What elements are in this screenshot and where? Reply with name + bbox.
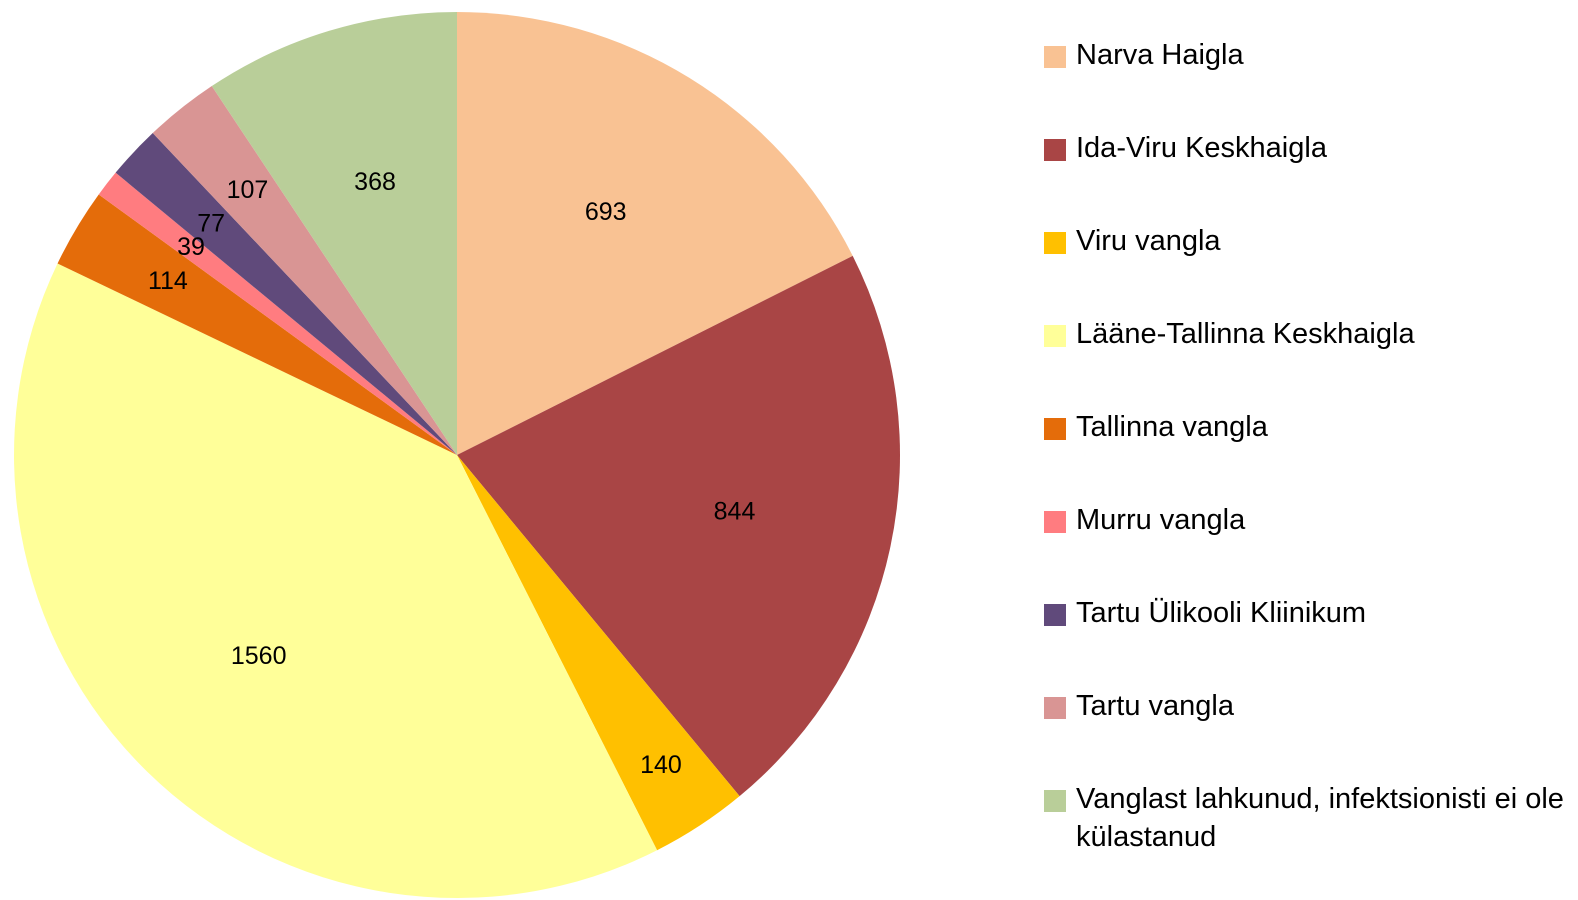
legend-item: Ida-Viru Keskhaigla	[1044, 129, 1564, 222]
legend-swatch	[1044, 46, 1066, 68]
legend-item: Narva Haigla	[1044, 36, 1564, 129]
pie-slice	[457, 455, 740, 851]
data-label: 114	[148, 267, 188, 295]
pie-slice	[98, 172, 457, 455]
legend-swatch	[1044, 325, 1066, 347]
pie-slice	[115, 133, 457, 455]
legend-item: Vanglast lahkunud, infektsionisti ei ole…	[1044, 780, 1564, 873]
pie-slice	[57, 194, 458, 455]
data-label: 107	[227, 176, 269, 204]
data-label: 693	[585, 198, 627, 226]
legend-label: Ida-Viru Keskhaigla	[1076, 132, 1327, 164]
legend-label: Tartu Ülikooli Kliinikum	[1076, 597, 1367, 629]
pie-slice	[457, 255, 901, 797]
pie-slice	[457, 12, 853, 455]
data-label: 140	[640, 751, 682, 779]
legend-label: Murru vangla	[1076, 504, 1246, 536]
legend: Narva Haigla Ida-Viru Keskhaigla Viru vang…	[1044, 36, 1564, 873]
legend-label: Tallinna vangla	[1076, 411, 1268, 443]
legend-swatch	[1044, 790, 1066, 812]
legend-swatch	[1044, 697, 1066, 719]
data-label: 368	[354, 168, 396, 196]
legend-label: Viru vangla	[1076, 225, 1221, 257]
legend-swatch	[1044, 139, 1066, 161]
legend-label: Tartu vangla	[1076, 690, 1234, 722]
pie-slice	[211, 12, 457, 455]
data-label: 39	[177, 233, 205, 261]
legend-label: Narva Haigla	[1076, 39, 1244, 71]
legend-item: Tartu vangla	[1044, 687, 1564, 780]
legend-item: Murru vangla	[1044, 501, 1564, 594]
legend-swatch	[1044, 604, 1066, 626]
legend-item: Viru vangla	[1044, 222, 1564, 315]
legend-item: Tartu Ülikooli Kliinikum	[1044, 594, 1564, 687]
legend-swatch	[1044, 418, 1066, 440]
pie-slice	[152, 86, 457, 455]
legend-label: Vanglast lahkunud, infektsionisti ei ole…	[1076, 783, 1564, 853]
data-label: 1560	[231, 642, 287, 670]
legend-swatch	[1044, 232, 1066, 254]
pie-slice	[14, 263, 658, 899]
legend-item: Tallinna vangla	[1044, 408, 1564, 501]
legend-label: Lääne-Tallinna Keskhaigla	[1076, 318, 1415, 350]
legend-item: Lääne-Tallinna Keskhaigla	[1044, 315, 1564, 408]
data-label: 77	[197, 210, 225, 238]
data-label: 844	[714, 498, 756, 526]
legend-swatch	[1044, 511, 1066, 533]
